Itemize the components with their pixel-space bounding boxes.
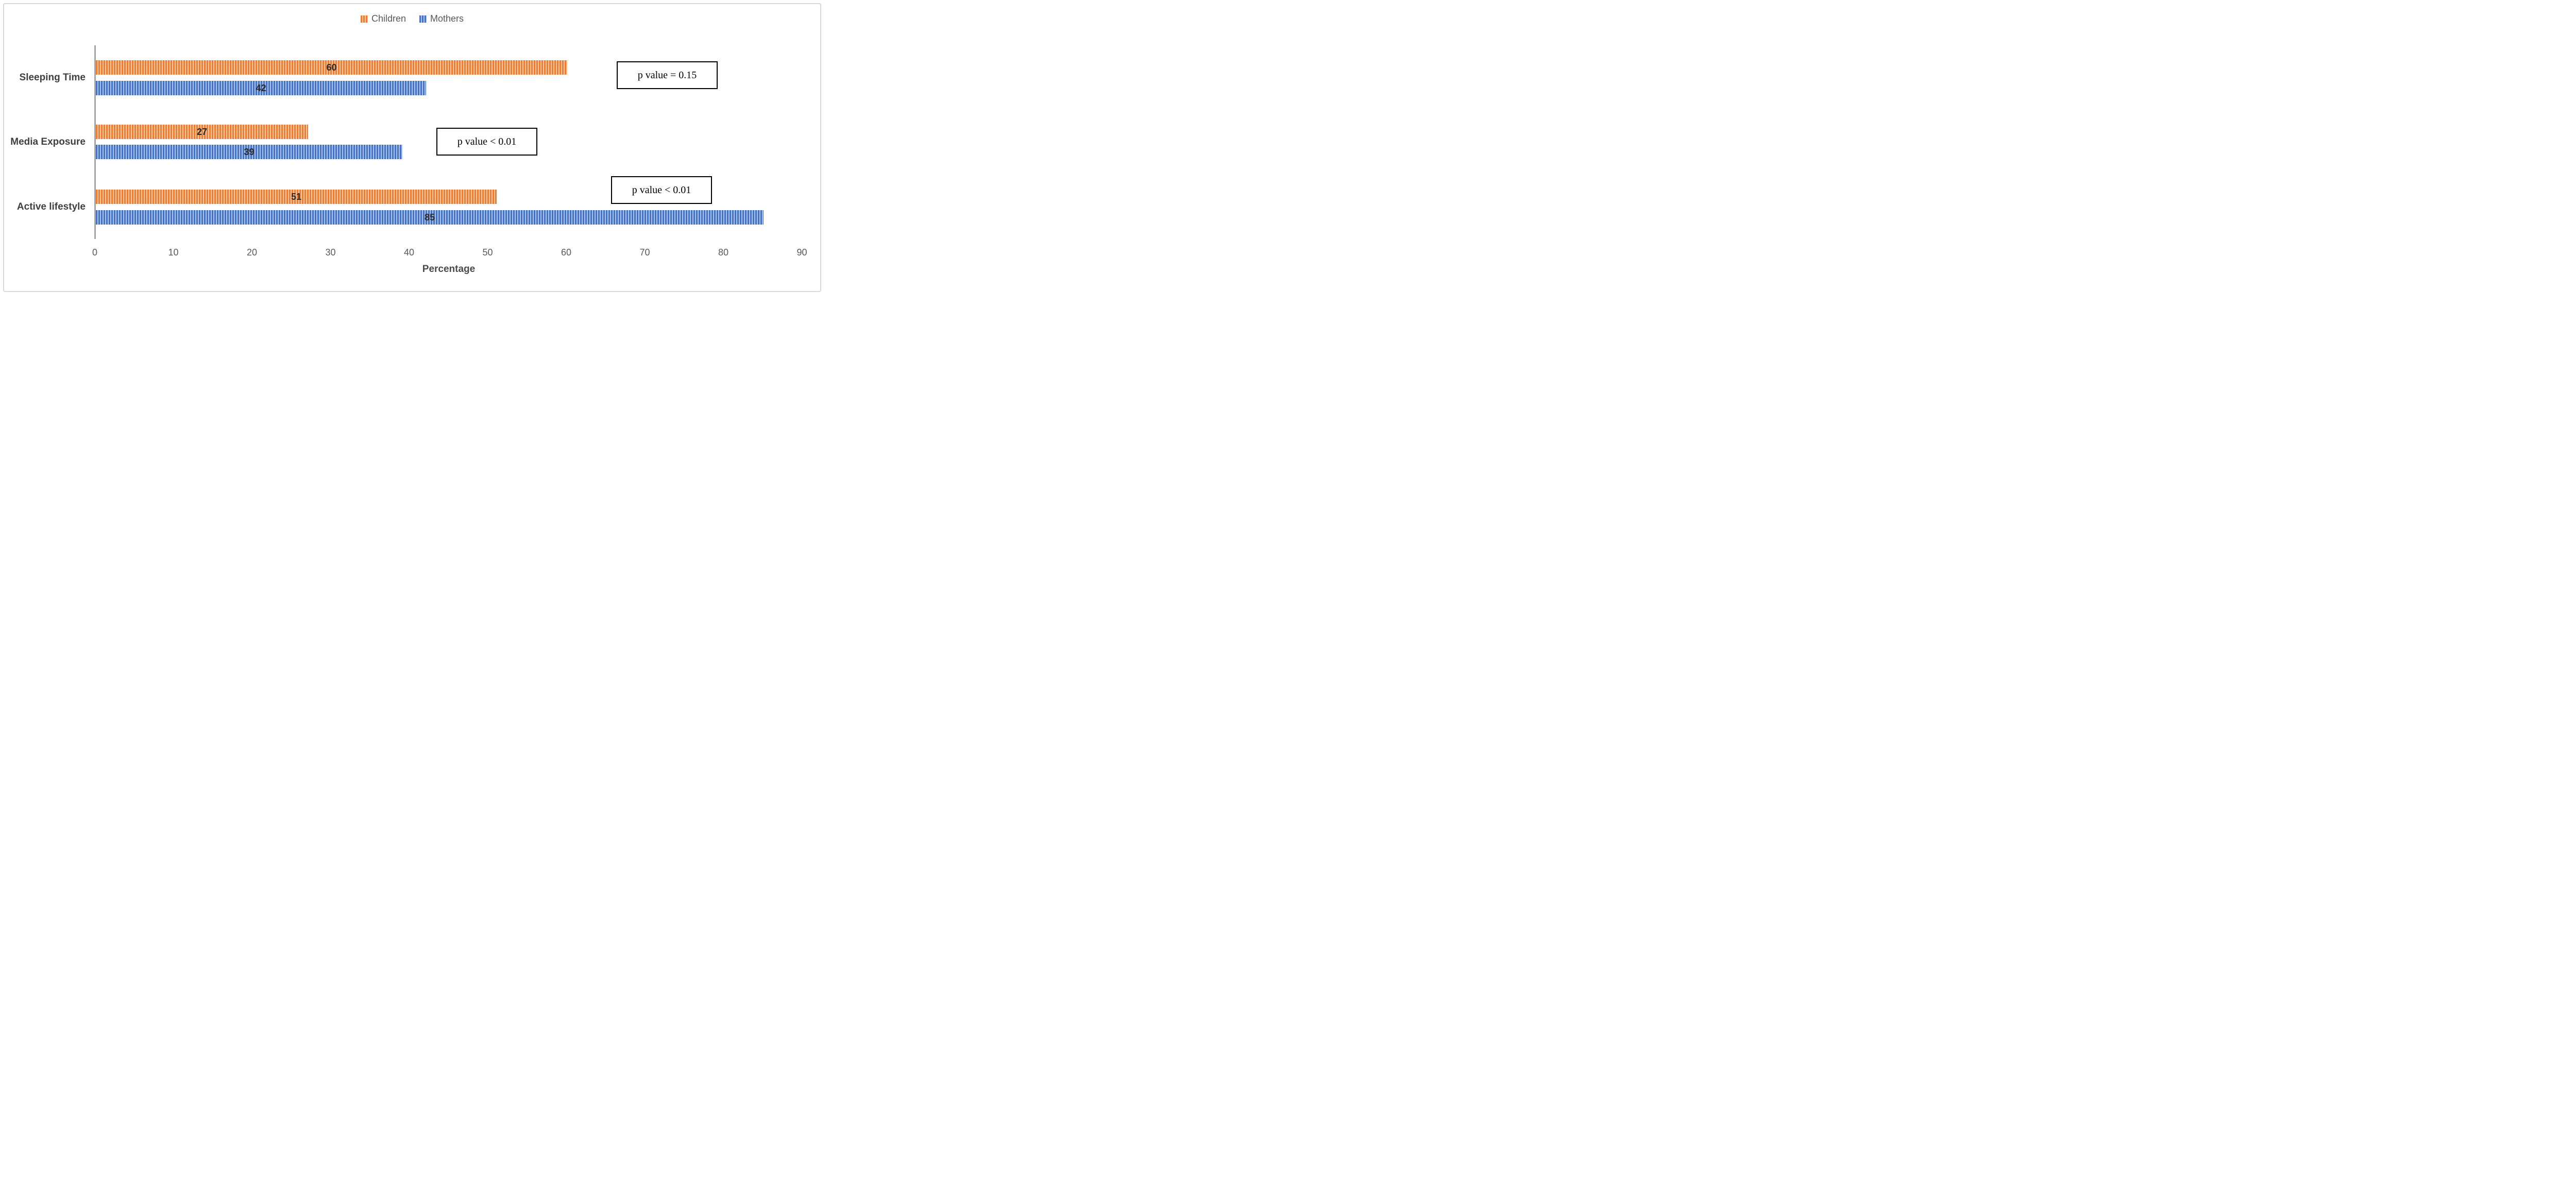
x-tick-label-60: 60 bbox=[561, 247, 572, 258]
bar-value-label: 85 bbox=[424, 212, 435, 223]
x-tick-label-30: 30 bbox=[325, 247, 336, 258]
x-tick-label-50: 50 bbox=[482, 247, 493, 258]
bar-value-label: 39 bbox=[244, 146, 255, 157]
bar-value-label: 42 bbox=[256, 82, 266, 93]
y-axis-line bbox=[94, 45, 96, 239]
bar-children-media-exposure: 27 bbox=[96, 125, 308, 139]
x-tick-label-80: 80 bbox=[718, 247, 729, 258]
p-value-box-sleeping-time: p value = 0.15 bbox=[617, 61, 718, 89]
x-tick-label-70: 70 bbox=[639, 247, 650, 258]
p-value-box-active-lifestyle: p value < 0.01 bbox=[611, 176, 712, 204]
bar-children-sleeping-time: 60 bbox=[96, 60, 567, 75]
x-tick-label-40: 40 bbox=[403, 247, 415, 258]
category-label-media-exposure: Media Exposure bbox=[10, 136, 86, 147]
bar-mothers-active-lifestyle: 85 bbox=[96, 210, 764, 225]
x-axis-title: Percentage bbox=[422, 264, 476, 275]
bar-value-label: 51 bbox=[291, 191, 302, 202]
bar-children-active-lifestyle: 51 bbox=[96, 190, 497, 204]
legend-label-children: Children bbox=[371, 13, 406, 24]
children-series-swatch-icon bbox=[360, 15, 368, 23]
x-tick-label-10: 10 bbox=[168, 247, 179, 258]
chart-legend: Children Mothers bbox=[0, 13, 824, 24]
mothers-series-swatch-icon bbox=[419, 15, 427, 23]
legend-label-mothers: Mothers bbox=[430, 13, 464, 24]
x-tick-label-20: 20 bbox=[246, 247, 258, 258]
bar-chart: Children Mothers Sleeping Time Media Expo… bbox=[0, 0, 824, 295]
p-value-box-media-exposure: p value < 0.01 bbox=[436, 128, 537, 156]
bar-mothers-media-exposure: 39 bbox=[96, 145, 402, 159]
category-label-active-lifestyle: Active lifestyle bbox=[16, 201, 86, 212]
bar-value-label: 27 bbox=[196, 126, 208, 137]
x-tick-label-90: 90 bbox=[796, 247, 807, 258]
legend-item-mothers: Mothers bbox=[419, 13, 464, 24]
category-label-sleeping-time: Sleeping Time bbox=[19, 72, 86, 83]
bar-value-label: 60 bbox=[326, 62, 337, 73]
legend-item-children: Children bbox=[360, 13, 406, 24]
bar-mothers-sleeping-time: 42 bbox=[96, 81, 426, 95]
x-tick-label-0: 0 bbox=[92, 247, 97, 258]
